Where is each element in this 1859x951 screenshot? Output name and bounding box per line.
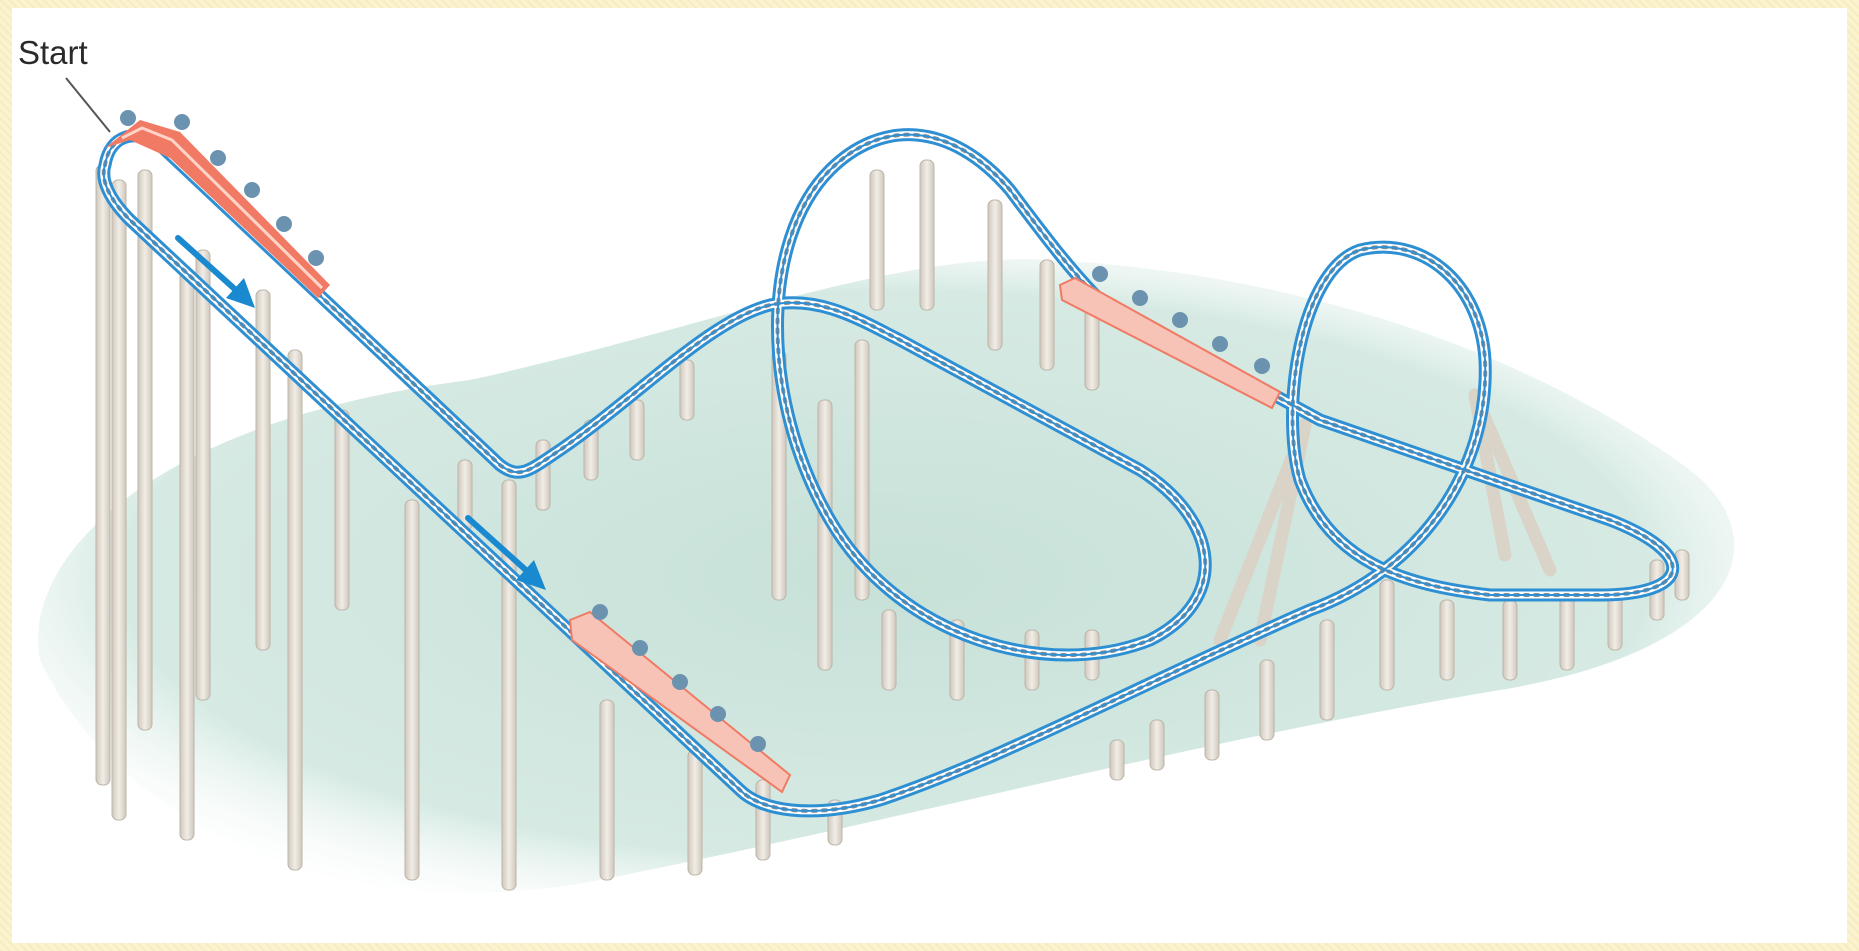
start-label: Start (18, 34, 88, 71)
direction-arrow-icon (175, 235, 255, 308)
support-posts (95, 159, 1690, 891)
coaster-car-icon (568, 604, 792, 794)
direction-arrow-icon (465, 515, 546, 590)
start-pointer-line (65, 77, 111, 133)
coaster-car-icon (1058, 266, 1282, 410)
coaster-car-icon (105, 110, 330, 298)
coaster-track (97, 128, 1679, 818)
